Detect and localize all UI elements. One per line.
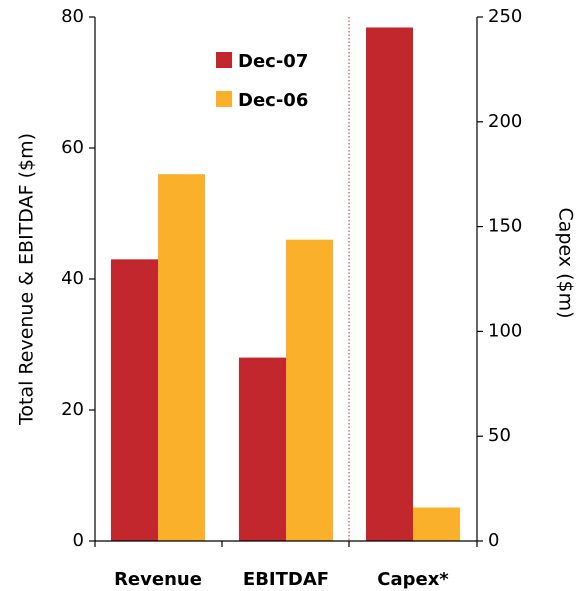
right-tick-label-250: 250 xyxy=(488,6,522,27)
right-tick-label-200: 200 xyxy=(488,111,522,132)
right-tick-label-150: 150 xyxy=(488,216,522,237)
left-tick-label-60: 60 xyxy=(61,137,84,158)
bar-ebitdaf-dec-07 xyxy=(239,357,286,541)
left-tick-label-80: 80 xyxy=(61,6,84,27)
right-axis-title: Capex ($m) xyxy=(555,207,577,318)
legend-label-dec-07: Dec-07 xyxy=(238,51,308,72)
bar-capex-dec-07 xyxy=(366,27,413,542)
bars-layer xyxy=(111,27,460,542)
left-tick-label-0: 0 xyxy=(73,530,84,551)
right-tick-label-100: 100 xyxy=(488,320,522,341)
category-label-revenue: Revenue xyxy=(114,569,202,590)
left-tick-label-20: 20 xyxy=(61,399,84,420)
left-tick-label-40: 40 xyxy=(61,268,84,289)
legend: Dec-07 Dec-06 xyxy=(216,51,308,111)
right-tick-label-50: 50 xyxy=(488,425,511,446)
legend-label-dec-06: Dec-06 xyxy=(238,90,308,111)
category-label-ebitdaf: EBITDAF xyxy=(243,569,329,590)
legend-swatch-dec-07 xyxy=(216,52,232,68)
right-tick-label-0: 0 xyxy=(488,530,499,551)
bar-revenue-dec-07 xyxy=(111,259,158,541)
bar-ebitdaf-dec-06 xyxy=(286,239,333,541)
legend-swatch-dec-06 xyxy=(216,91,232,107)
bar-revenue-dec-06 xyxy=(158,174,205,541)
left-axis-ticks: 0 20 40 60 80 xyxy=(61,6,95,551)
right-axis-ticks: 0 50 100 150 200 250 xyxy=(477,6,522,551)
category-labels: Revenue EBITDAF Capex* xyxy=(94,541,478,590)
left-axis-title: Total Revenue & EBITDAF ($m) xyxy=(16,133,38,426)
category-label-capex: Capex* xyxy=(377,569,449,590)
bar-capex-dec-06 xyxy=(413,507,460,541)
